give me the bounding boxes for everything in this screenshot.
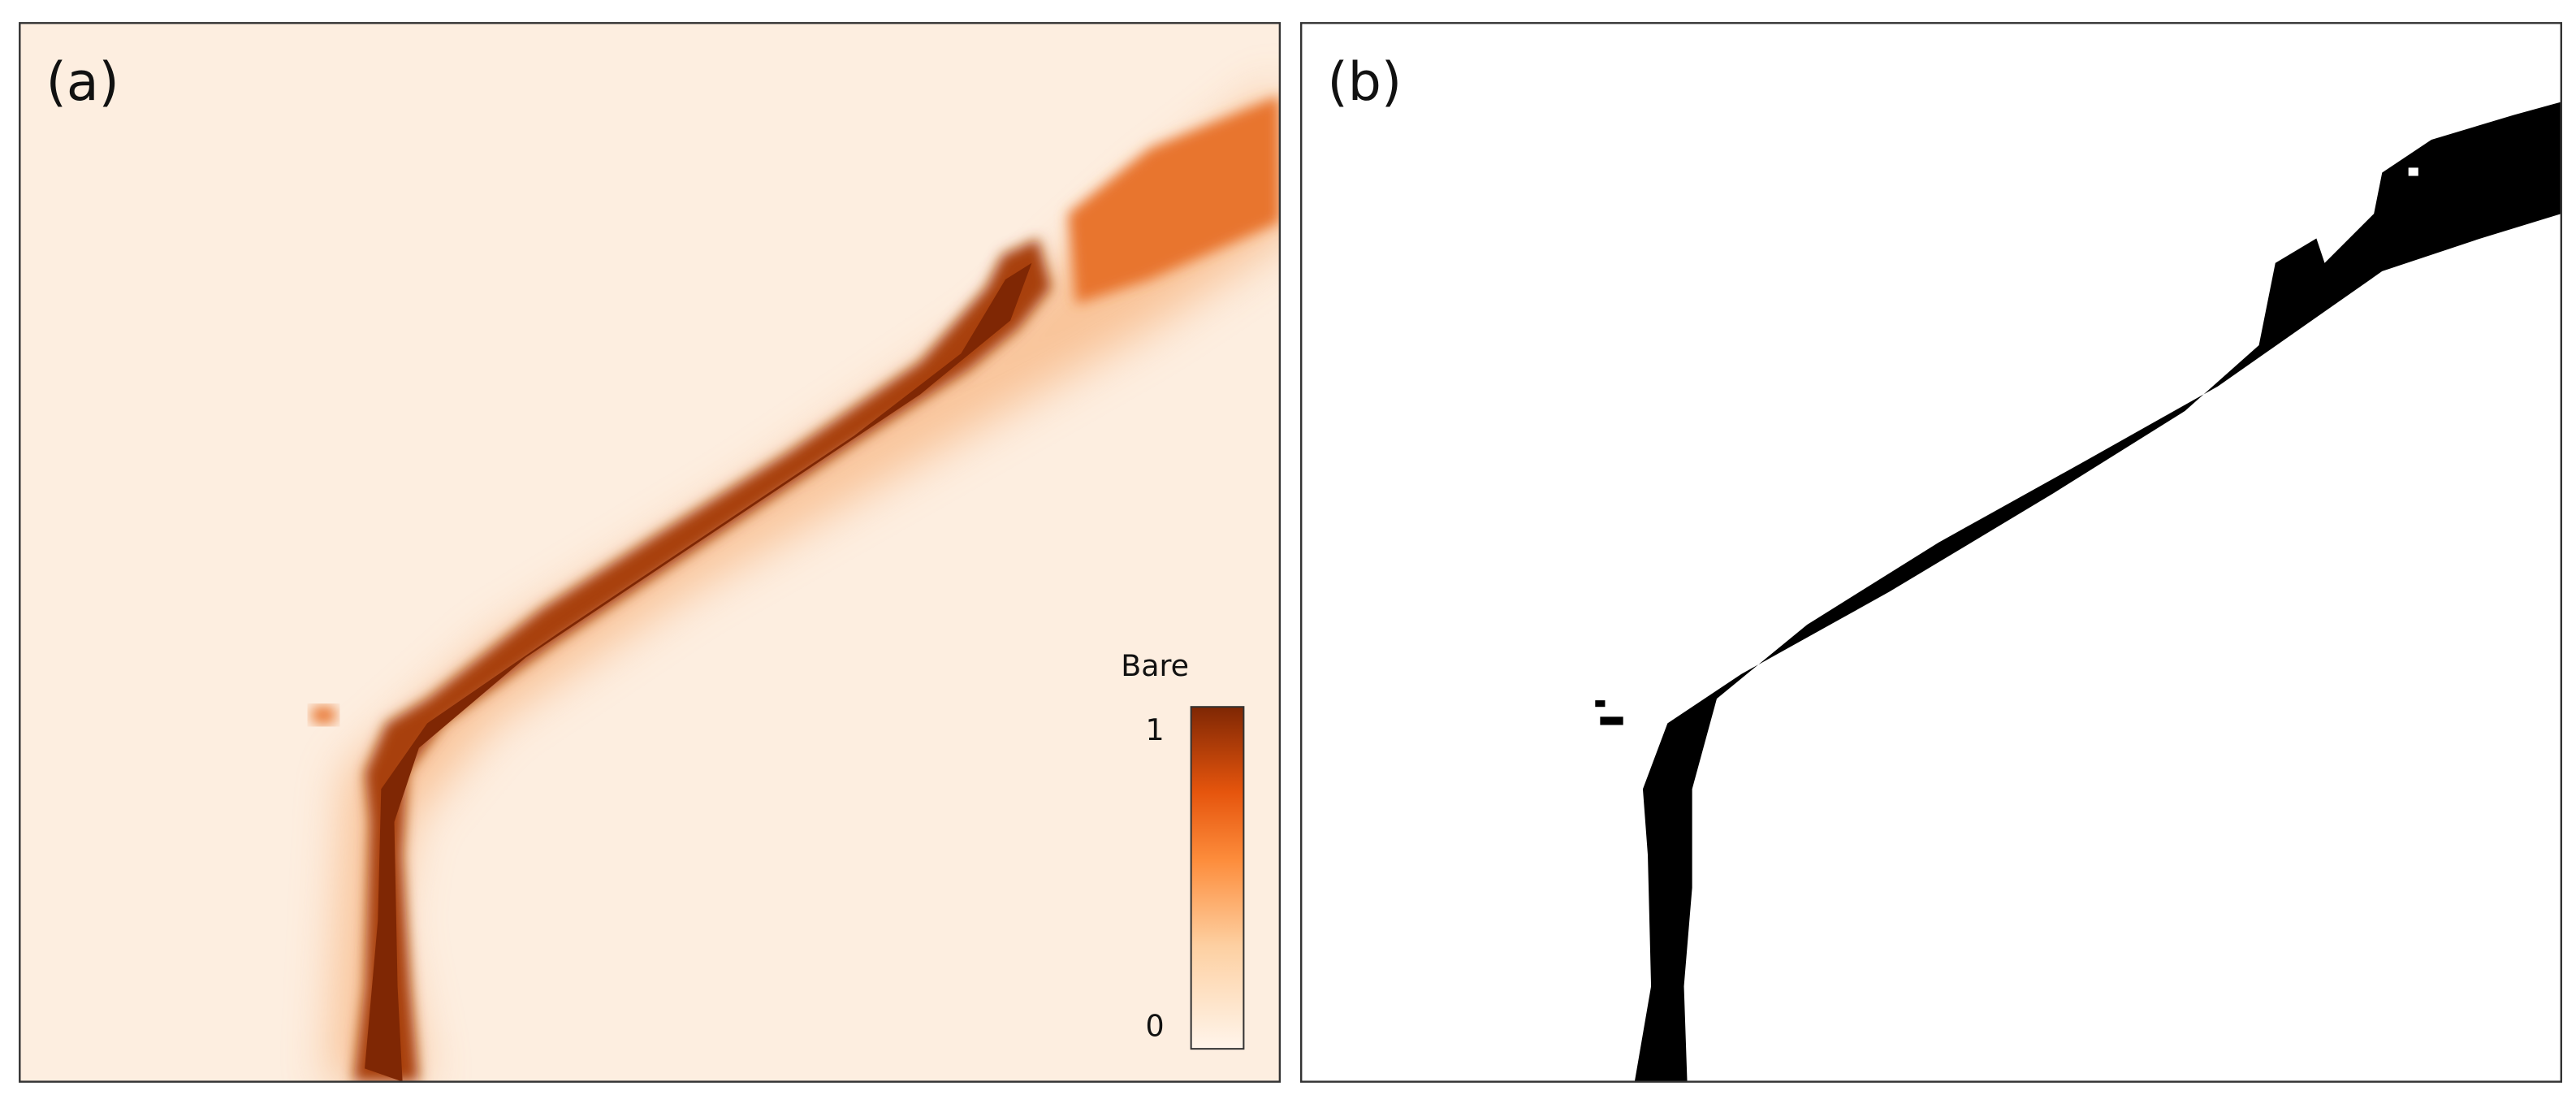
colorbar-label: 0	[1146, 1008, 1165, 1043]
panel-label: (a)	[46, 52, 119, 113]
raster	[312, 82, 1280, 1082]
raster	[1595, 102, 2561, 1082]
panel-frame	[19, 22, 1282, 1083]
panel-a: (a) Bare 1 0	[19, 22, 1282, 1083]
panel-b: (b)	[1299, 22, 2563, 1083]
colorbar-label: 1	[1146, 712, 1165, 747]
colorbar-title: Bare	[1121, 648, 1189, 683]
panel-label: (b)	[1328, 52, 1403, 113]
colorbar	[1190, 706, 1245, 1050]
panel-frame	[1299, 22, 2563, 1083]
